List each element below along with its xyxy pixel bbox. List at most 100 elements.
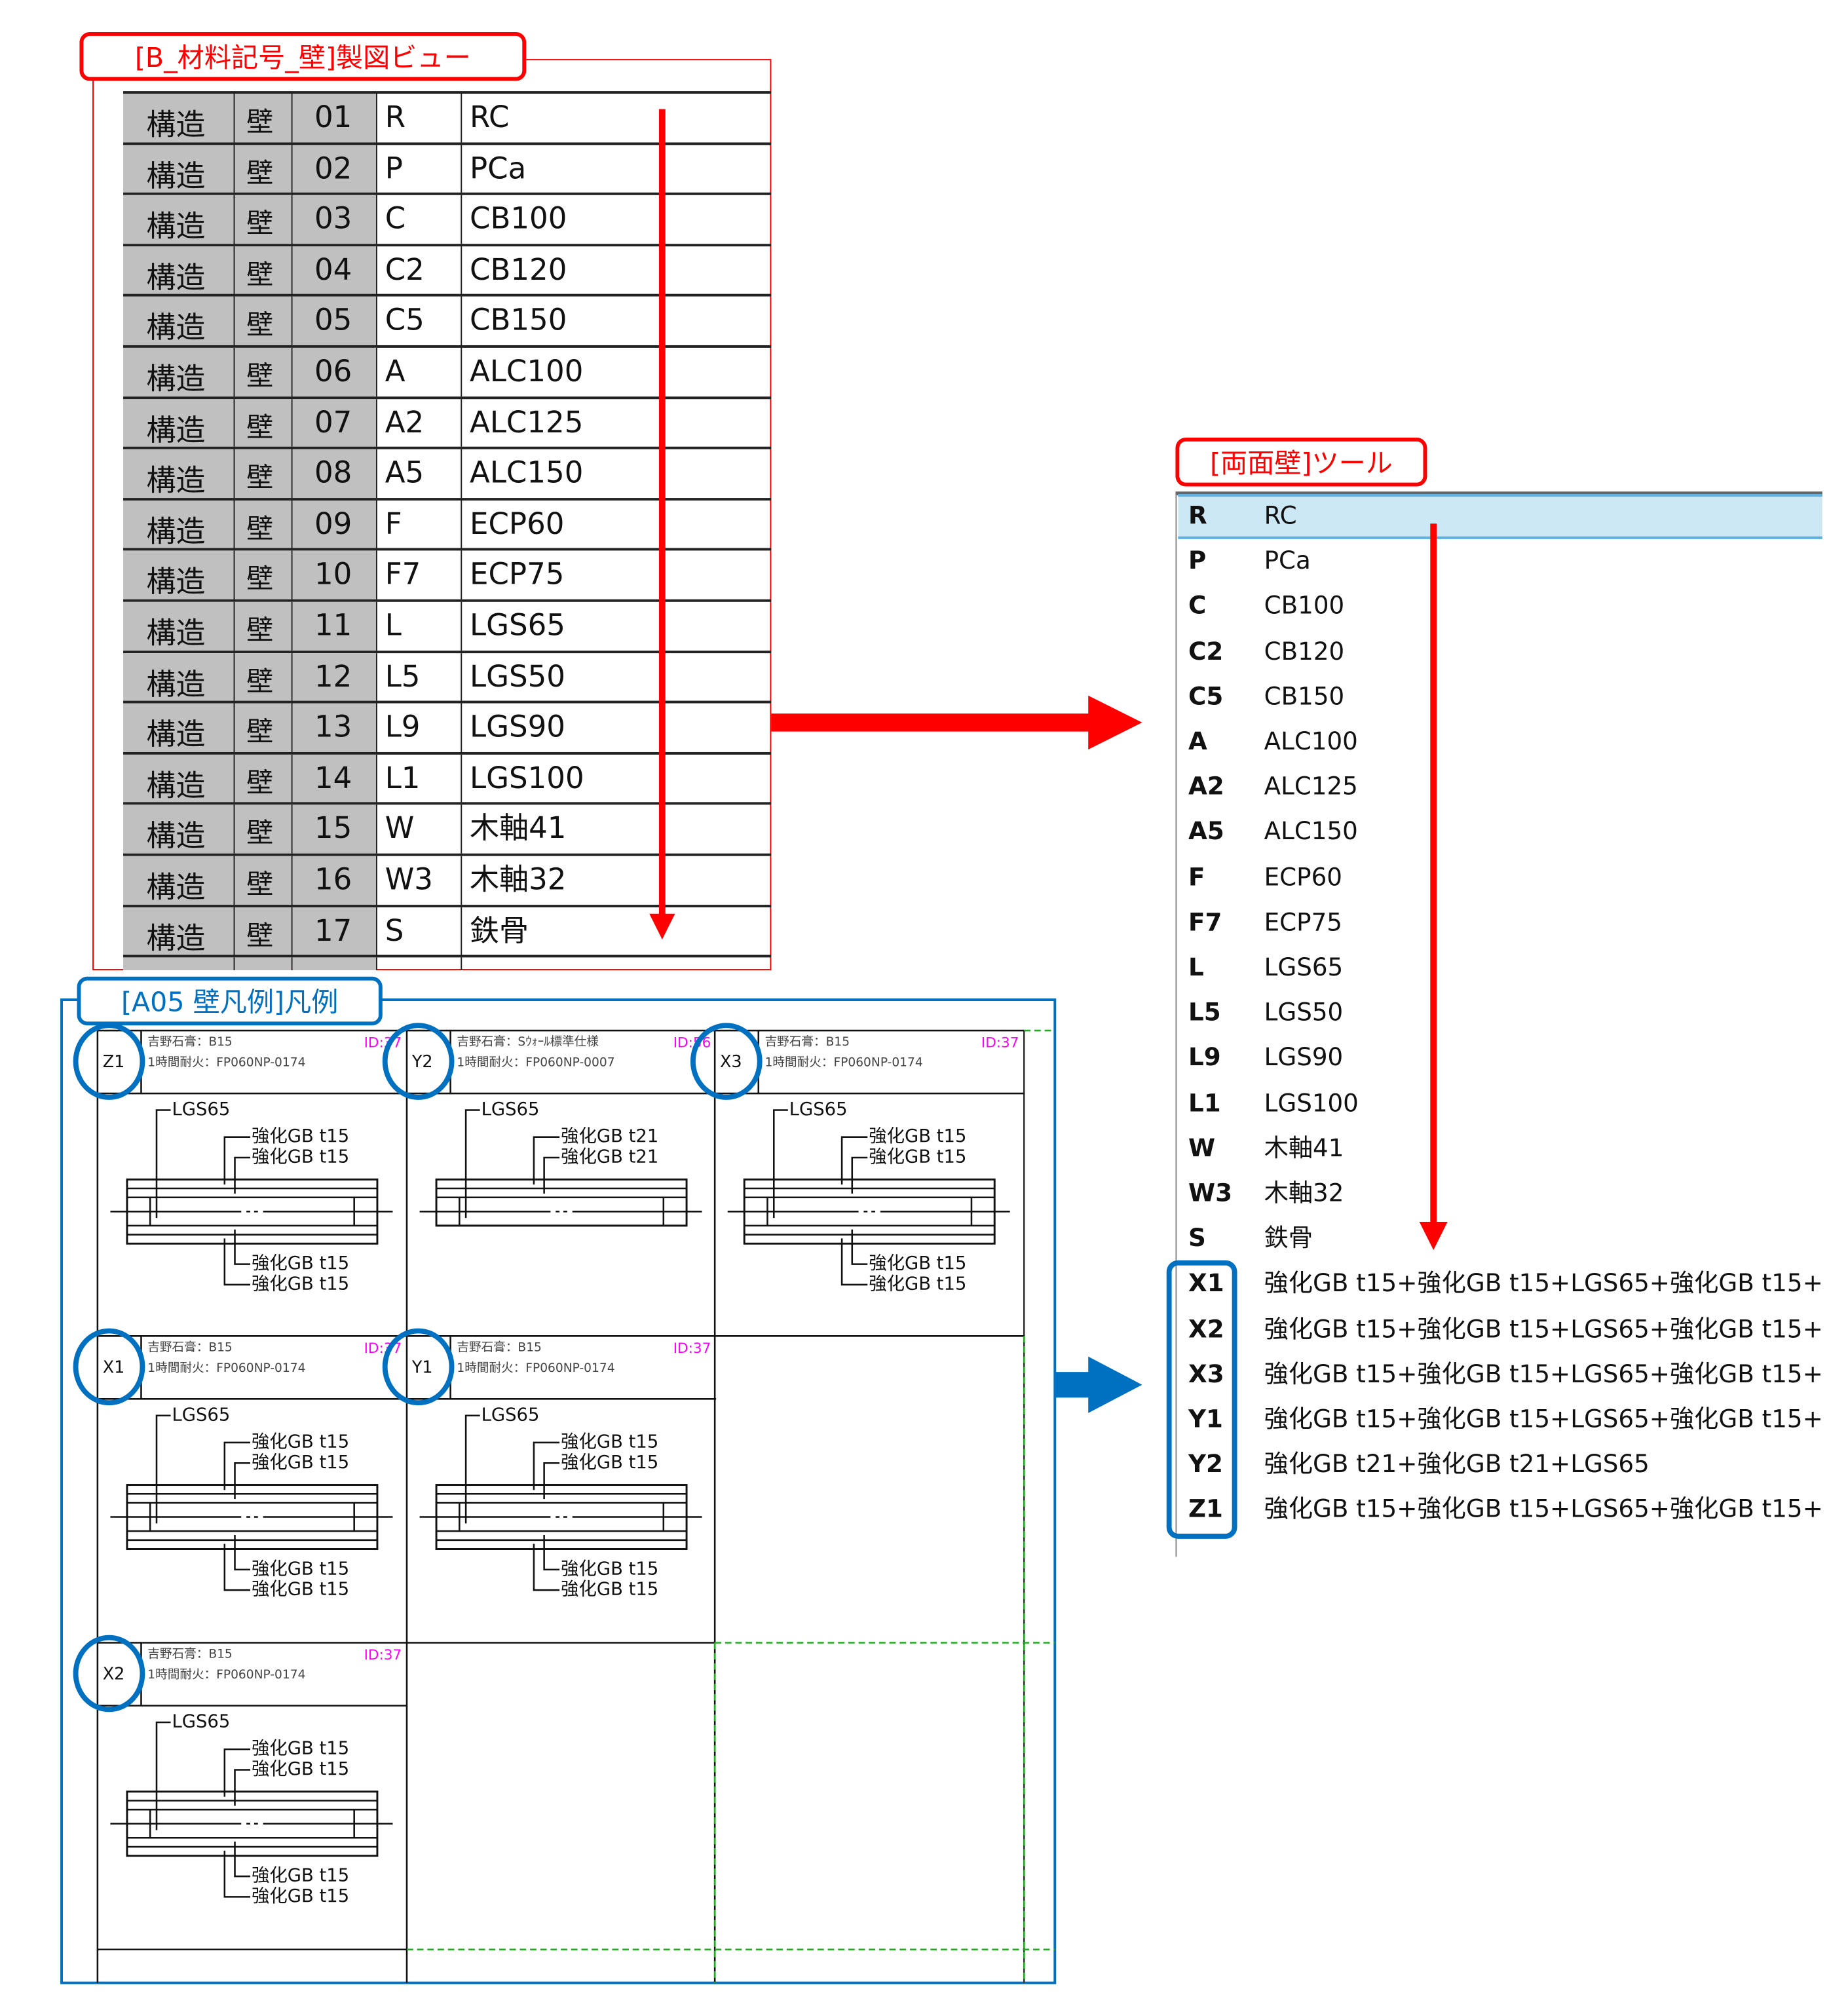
item-code: W3	[1188, 1179, 1233, 1208]
board-label: 強化GB t15	[252, 1452, 349, 1473]
cell-number: 04	[292, 246, 377, 295]
cell-number: 03	[292, 195, 377, 244]
table-row: 構造壁 08 A5 ALC150	[123, 447, 772, 498]
board-label: 強化GB t15	[252, 1580, 349, 1600]
cell-number: 02	[292, 144, 377, 193]
item-name: 強化GB t15+強化GB t15+LGS65+強化GB t15+強	[1264, 1270, 1822, 1298]
cell-number: 15	[292, 805, 377, 854]
cell-name: LGS90	[469, 711, 565, 745]
item-name: 強化GB t15+強化GB t15+LGS65+強化GB t15+強	[1264, 1315, 1822, 1344]
cell-code: P	[377, 144, 462, 193]
cell-part: 壁	[235, 703, 293, 752]
fire-rating: 1時間耐火：FP060NP-0174	[147, 1056, 305, 1070]
item-code: A5	[1188, 818, 1224, 846]
list-item[interactable]: L1 LGS100	[1178, 1082, 1822, 1127]
list-item[interactable]: W 木軸41	[1178, 1127, 1822, 1172]
item-name: CB150	[1264, 682, 1345, 711]
wall-legend-cell-x2: X2 吉野石膏：B15 1時間耐火：FP060NP-0174 ID:37 LGS65 強化…	[73, 1635, 407, 1906]
cell-name: ALC100	[469, 355, 584, 389]
list-item[interactable]: F ECP60	[1178, 856, 1822, 901]
type-id: ID:37	[364, 1647, 402, 1663]
core-label: LGS65	[172, 1099, 231, 1120]
cell-category: 構造	[123, 856, 235, 905]
cell-part: 壁	[235, 500, 293, 549]
item-code: L	[1188, 953, 1204, 982]
board-label: 強化GB t15	[561, 1580, 658, 1600]
board-label: 強化GB t15	[252, 1431, 349, 1452]
cell-category	[123, 957, 235, 971]
board-label: 強化GB t15	[561, 1431, 658, 1452]
board-leader	[234, 1229, 251, 1265]
table-row: 構造壁 11 L LGS65	[123, 599, 772, 651]
core-label: LGS65	[172, 1405, 231, 1425]
board-label: 強化GB t15	[252, 1739, 349, 1759]
board-leader	[851, 1229, 868, 1265]
item-code: L9	[1188, 1044, 1221, 1072]
list-item[interactable]: C CB100	[1178, 584, 1822, 630]
table-row: 構造壁 03 C CB100	[123, 193, 772, 244]
list-item[interactable]: P PCa	[1178, 539, 1822, 584]
table-row: 構造壁 13 L9 LGS90	[123, 700, 772, 752]
cell-part: 壁	[235, 856, 293, 905]
wall-legend-cell-y2: Y2 吉野石膏：Sｳｫｰﾙ標準仕様 1時間耐火：FP060NP-0007 ID:56 L…	[382, 1023, 717, 1227]
item-code: A	[1188, 727, 1207, 756]
board-leader	[234, 1462, 251, 1500]
list-item[interactable]: L LGS65	[1178, 946, 1822, 991]
list-item[interactable]: C2 CB120	[1178, 630, 1822, 675]
list-item[interactable]: F7 ECP75	[1178, 901, 1822, 946]
cell-number	[292, 957, 377, 971]
list-item[interactable]: R RC	[1178, 494, 1822, 540]
cell-category: 構造	[123, 754, 235, 803]
list-item[interactable]: W3 木軸32	[1178, 1172, 1822, 1217]
wall-type-code: X3	[720, 1052, 742, 1072]
legend-title: [A05 壁凡例]凡例	[77, 976, 383, 1026]
item-code: C2	[1188, 637, 1224, 666]
cell-name: CB150	[469, 305, 567, 338]
wall-type-code: Z1	[103, 1052, 125, 1072]
list-item[interactable]: A5 ALC150	[1178, 810, 1822, 856]
list-item[interactable]: S 鉄骨	[1178, 1217, 1822, 1262]
table-row: 構造壁 12 L5 LGS50	[123, 650, 772, 701]
list-item[interactable]: A ALC100	[1178, 720, 1822, 765]
cell-code: F	[377, 500, 462, 549]
cell-name: LGS50	[469, 660, 565, 694]
item-name: ALC100	[1264, 727, 1358, 756]
item-name: CB100	[1264, 592, 1345, 620]
cell-name: CB100	[469, 202, 567, 237]
fire-rating: 1時間耐火：FP060NP-0174	[147, 1668, 305, 1682]
cell-category: 構造	[123, 94, 235, 142]
cell-number: 01	[292, 94, 377, 142]
code-highlight-circle	[73, 1023, 145, 1100]
core-leader	[464, 1109, 480, 1219]
item-name: LGS50	[1264, 998, 1344, 1027]
board-label: 強化GB t15	[252, 1886, 349, 1906]
cell-code: W	[377, 805, 462, 854]
item-code: L5	[1188, 998, 1221, 1027]
board-label: 強化GB t15	[252, 1559, 349, 1579]
item-name: 木軸41	[1264, 1134, 1344, 1163]
item-name: ECP75	[1264, 908, 1342, 937]
cell-code: R	[377, 94, 462, 142]
list-item[interactable]: A2 ALC125	[1178, 765, 1822, 810]
cell-name: 木軸41	[469, 812, 567, 846]
table-row: 構造壁 09 F ECP60	[123, 497, 772, 549]
core-leader	[155, 1721, 171, 1830]
cell-part: 壁	[235, 297, 293, 345]
item-name: 強化GB t21+強化GB t21+LGS65	[1264, 1450, 1650, 1479]
product-name: 吉野石膏：B15	[147, 1647, 232, 1661]
cell-category: 構造	[123, 246, 235, 295]
table-row: 構造壁 05 C5 CB150	[123, 294, 772, 345]
board-leader	[234, 1769, 251, 1806]
list-item[interactable]: L5 LGS50	[1178, 991, 1822, 1036]
item-code: W	[1188, 1134, 1216, 1163]
table-row: 構造壁 04 C2 CB120	[123, 243, 772, 295]
board-leader	[223, 1441, 251, 1490]
board-label: 強化GB t15	[869, 1253, 966, 1274]
cell-part: 壁	[235, 653, 293, 701]
list-item[interactable]: C5 CB150	[1178, 675, 1822, 720]
list-item[interactable]: L9 LGS90	[1178, 1036, 1822, 1082]
board-label: 強化GB t15	[252, 1274, 349, 1294]
cell-category: 構造	[123, 449, 235, 498]
board-label: 強化GB t15	[252, 1866, 349, 1886]
item-code: F	[1188, 863, 1205, 892]
